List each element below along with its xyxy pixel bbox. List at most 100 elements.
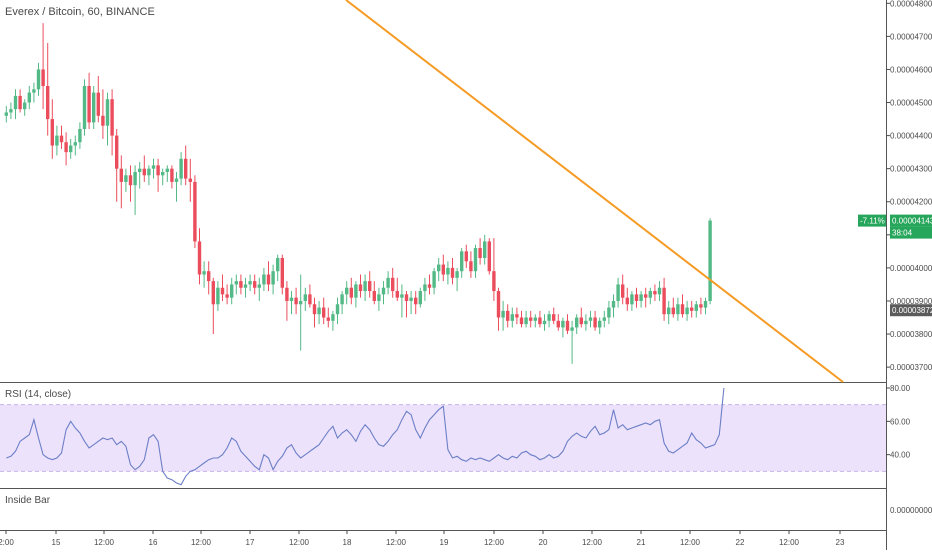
candle-body [455, 271, 459, 278]
candle-body [133, 171, 137, 186]
price-tick-label: 0.00004600 [890, 65, 932, 74]
candle-body [538, 317, 542, 325]
candle-body [174, 178, 179, 182]
candle-body [602, 317, 606, 321]
candle-body [299, 300, 303, 305]
candle-body [464, 251, 468, 262]
candle-body [96, 92, 100, 116]
candle-body [165, 168, 169, 172]
candle-body [483, 241, 487, 258]
candle-body [69, 145, 73, 153]
candle-body [234, 281, 238, 285]
candle-body [156, 165, 160, 176]
candle-body [82, 85, 87, 129]
candle-body [73, 142, 77, 146]
candle-body [621, 284, 625, 298]
candle-body [4, 112, 8, 116]
candle-body [607, 307, 611, 318]
current-price-text: 0.00004143 [892, 217, 932, 226]
rsi-tick-label: 40.00 [890, 451, 911, 460]
candle-body [648, 291, 652, 298]
candle-body [50, 119, 54, 146]
rsi-label: RSI (14, close) [5, 389, 72, 400]
candle-body [239, 281, 243, 288]
countdown-text: 38:04 [892, 229, 913, 238]
candle-body [386, 277, 390, 288]
candle-body [450, 267, 455, 278]
candle-body [487, 241, 491, 272]
last-price-text: 0.00003872 [892, 306, 932, 315]
candle-body [285, 287, 289, 301]
time-tick-label: 16 [149, 538, 158, 547]
candle-body [188, 178, 192, 182]
candle-body [699, 304, 703, 308]
candle-body [184, 158, 188, 179]
candle-body [119, 168, 123, 182]
price-tick-label: 0.00004200 [890, 198, 932, 207]
candle-body [625, 297, 629, 305]
candle-body [478, 248, 482, 258]
candle-body [161, 171, 165, 176]
candle-body [552, 314, 556, 321]
time-tick-label: 12:00 [94, 538, 115, 547]
candle-body [708, 220, 712, 301]
candle-body [460, 251, 464, 272]
candle-body [276, 257, 280, 272]
time-tick-label: 18 [343, 538, 352, 547]
time-tick-label: 23 [836, 538, 845, 547]
candle-body [280, 257, 284, 288]
time-tick-label: 12:00 [680, 538, 701, 547]
candle-body [616, 284, 620, 301]
candle-body [515, 314, 519, 318]
candle-body [644, 294, 648, 298]
candle-body [211, 281, 215, 305]
candle-body [519, 317, 524, 325]
candle-body [124, 175, 128, 182]
candle-body [667, 307, 671, 315]
candle-body [414, 297, 418, 305]
countdown-tag [890, 226, 932, 239]
candle-body [358, 284, 363, 292]
candle-body [441, 264, 445, 275]
time-tick-label: 12:00 [191, 538, 212, 547]
candle-body [593, 317, 597, 328]
time-tick-label: 12:00 [779, 538, 800, 547]
price-tick-label: 0.00003800 [890, 330, 932, 339]
last-price-tag [890, 304, 932, 317]
candle-body [354, 284, 358, 298]
candle-body [634, 294, 639, 301]
price-tick-label: 0.00003900 [890, 297, 932, 306]
candle-body [216, 287, 220, 305]
candle-body [262, 274, 266, 285]
candle-body [363, 281, 367, 292]
candle-body [18, 95, 22, 110]
price-tick-label: 0.00004500 [890, 99, 932, 108]
candle-body [308, 294, 312, 305]
candle-body [391, 277, 395, 292]
time-tick-label: 12:00 [386, 538, 407, 547]
candle-body [690, 307, 694, 311]
candle-body [561, 320, 565, 328]
candle-body [55, 135, 59, 146]
price-tick-label: 0.00004400 [890, 132, 932, 141]
candle-body [23, 102, 27, 110]
time-tick-label: 22 [736, 538, 745, 547]
candle-body [64, 142, 68, 153]
candle-body [565, 320, 570, 331]
candle-body [579, 317, 583, 325]
rsi-band [0, 404, 886, 472]
candle-body [271, 271, 275, 285]
candle-body [676, 304, 680, 315]
candle-body [506, 310, 510, 321]
candle-body [170, 168, 174, 182]
candle-body [542, 320, 547, 325]
candle-body [294, 297, 298, 305]
time-tick-label: 20 [539, 538, 548, 547]
candle-body [368, 281, 372, 292]
candle-body [671, 307, 675, 315]
time-tick-label: 21 [637, 538, 646, 547]
candle-body [611, 300, 616, 308]
candle-body [570, 327, 574, 331]
